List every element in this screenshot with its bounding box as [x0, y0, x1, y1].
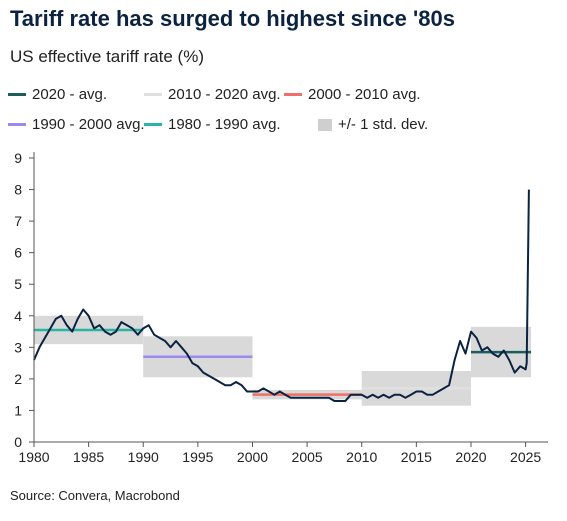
legend-swatch: [144, 93, 162, 96]
x-tick-label: 1995: [182, 449, 213, 465]
x-tick-label: 2015: [401, 449, 432, 465]
legend-item-std-dev: +/- 1 std. dev.: [318, 116, 428, 133]
y-tick-label: 8: [14, 182, 22, 198]
chart-subtitle: US effective tariff rate (%): [10, 47, 204, 66]
y-tick-label: 9: [14, 150, 22, 166]
average-lines: [34, 328, 532, 396]
x-tick-label: 1985: [73, 449, 104, 465]
legend-item-1990-2000-avg: 1990 - 2000 avg.: [8, 116, 145, 133]
y-tick-label: 2: [14, 371, 22, 387]
legend-swatch: [8, 123, 26, 126]
y-tick-label: 7: [14, 213, 22, 229]
legend-label: 2020 - avg.: [32, 86, 108, 103]
x-tick-label: 2005: [292, 449, 323, 465]
series-line-0: [33, 189, 530, 402]
legend-label: +/- 1 std. dev.: [338, 116, 429, 133]
y-tick-label: 1: [14, 402, 22, 418]
y-tick-label: 6: [14, 245, 22, 261]
y-tick-label: 4: [14, 308, 22, 324]
x-tick-label: 1980: [18, 449, 49, 465]
legend-label: 2000 - 2010 avg.: [308, 86, 421, 103]
axes: 0 1 2 3 4 5 6 7 8 9 1980 1985 1990 1995 2000 2005 2010 20…: [14, 150, 548, 465]
x-tick-label: 2025: [510, 449, 541, 465]
legend-swatch: [318, 118, 332, 131]
x-tick-label: 2020: [455, 449, 486, 465]
legend-item-2020-avg: 2020 - avg.: [8, 86, 107, 103]
x-tick-label: 2010: [346, 449, 377, 465]
legend-label: 1990 - 2000 avg.: [32, 116, 145, 133]
y-tick-label: 0: [14, 434, 22, 450]
data-series: [33, 189, 530, 402]
legend-label: 1980 - 1990 avg.: [168, 116, 281, 133]
legend-swatch: [144, 123, 162, 126]
legend-label: 2010 - 2020 avg.: [168, 86, 281, 103]
x-tick-label: 1990: [128, 449, 159, 465]
source-note: Source: Convera, Macrobond: [10, 488, 180, 503]
line-chart: 0 1 2 3 4 5 6 7 8 9 1980 1985 1990 1995 2000 2005 2010 20…: [14, 150, 548, 465]
legend-item-1980-1990-avg: 1980 - 1990 avg.: [144, 116, 281, 133]
y-tick-label: 3: [14, 339, 22, 355]
y-tick-label: 5: [14, 276, 22, 292]
legend-swatch: [8, 93, 26, 96]
x-tick-label: 2000: [237, 449, 268, 465]
legend-swatch: [284, 93, 302, 96]
chart-title: Tariff rate has surged to highest since …: [10, 6, 455, 31]
legend-item-2010-2020-avg: 2010 - 2020 avg.: [144, 86, 281, 103]
legend-item-2000-2010-avg: 2000 - 2010 avg.: [284, 86, 421, 103]
